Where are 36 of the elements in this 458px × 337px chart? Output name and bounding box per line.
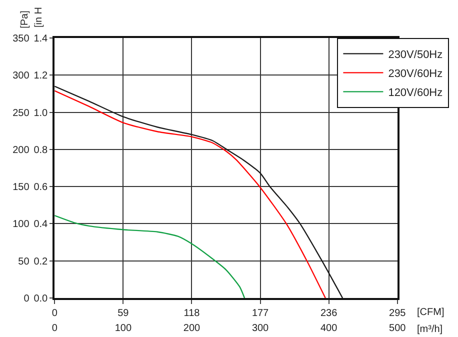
y2-axis-title: [in H <box>34 6 45 28</box>
y2-tick-label: 1.4 <box>34 34 48 44</box>
x2-tick-label: 177 <box>252 308 270 319</box>
line-series <box>54 214 246 298</box>
y2-tick-label: 0.2 <box>34 256 48 268</box>
x2-axis-title: [CFM] <box>417 307 444 318</box>
y2-tick-label: 0.6 <box>34 182 48 194</box>
x-tick-label: 100 <box>114 323 132 334</box>
x2-tick-label: 0 <box>52 308 58 319</box>
y-tick-label: 350 <box>12 34 30 44</box>
y2-tick-label: 1.2 <box>34 70 48 82</box>
y-tick-label: 50 <box>18 256 30 268</box>
y-tick-label: 300 <box>12 70 30 82</box>
y-tick-label: 150 <box>12 182 30 194</box>
x-tick-label: 0 <box>52 323 58 334</box>
x-tick-label: 500 <box>389 323 406 334</box>
x-tick-label: 200 <box>183 323 200 334</box>
x-tick-label: 300 <box>252 323 270 334</box>
y2-tick-label: 0.8 <box>34 144 48 156</box>
x2-tick-label: 59 <box>118 308 130 319</box>
x2-tick-label: 295 <box>389 308 406 319</box>
legend-label: 230V/50Hz <box>388 48 443 61</box>
y-tick-label: 200 <box>12 144 30 156</box>
x2-tick-label: 118 <box>184 308 200 319</box>
y-tick-label: 250 <box>12 108 30 119</box>
y-tick-label: 100 <box>12 219 30 230</box>
y-tick-label: 0 <box>24 294 30 304</box>
y-axis-title: [Pa] <box>19 10 30 28</box>
y2-tick-label: 0.0 <box>34 294 48 304</box>
y2-tick-label: 1.0 <box>34 108 48 119</box>
x2-tick-label: 236 <box>320 308 338 319</box>
x-tick-label: 400 <box>320 323 338 334</box>
legend-label: 120V/60Hz <box>388 86 443 99</box>
x-axis-title: [m³/h] <box>417 324 443 335</box>
legend-label: 230V/60Hz <box>388 68 443 80</box>
y2-tick-label: 0.4 <box>34 219 48 230</box>
